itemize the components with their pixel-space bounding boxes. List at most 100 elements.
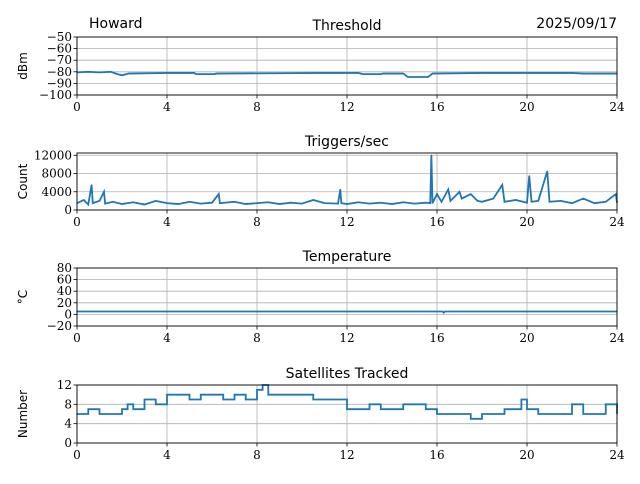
axes-frame — [76, 36, 618, 96]
data-point — [116, 73, 119, 75]
x-tick-label: 12 — [339, 331, 354, 345]
x-tick-label: 8 — [253, 331, 261, 345]
x-tick-label: 24 — [609, 448, 625, 462]
data-point — [458, 191, 461, 193]
data-point — [128, 72, 130, 75]
y-tick-label: −90 — [47, 76, 72, 90]
data-point — [481, 72, 483, 74]
y-tick-label: 60 — [57, 273, 72, 287]
data-point — [447, 188, 449, 191]
data-point — [430, 154, 432, 156]
data-point — [337, 203, 339, 205]
x-tick-label: 4 — [163, 100, 171, 114]
data-point — [132, 201, 134, 203]
data-point — [449, 200, 452, 202]
data-point — [98, 413, 101, 415]
y-tick-label: 4000 — [41, 185, 72, 199]
data-point — [323, 72, 326, 74]
data-point — [470, 418, 472, 420]
y-tick-label: 0 — [64, 436, 72, 450]
data-point — [442, 310, 444, 313]
data-point — [382, 72, 384, 75]
y-axis-label: dBm — [16, 52, 30, 80]
y-tick-label: 8 — [64, 397, 72, 411]
data-point — [582, 413, 584, 415]
data-point — [188, 398, 191, 401]
subplot-2: Triggers/sec Count 0 4 8 12 16 20 24 12000 8000 400… — [16, 134, 625, 229]
data-point — [526, 202, 528, 204]
subplot-title: Threshold — [312, 18, 382, 34]
axes-frame — [76, 384, 618, 444]
data-point — [402, 72, 404, 75]
x-tick-label: 0 — [73, 100, 81, 114]
x-tick-label: 16 — [429, 331, 444, 345]
y-tick-label: 12 — [57, 378, 72, 392]
subplot-title: Temperature — [302, 249, 392, 265]
data-point — [166, 394, 168, 396]
data-point — [278, 203, 281, 205]
data-point — [346, 408, 348, 410]
x-tick-label: 12 — [339, 100, 354, 114]
data-point — [340, 202, 342, 204]
x-tick-label: 20 — [519, 100, 534, 114]
data-point — [301, 394, 303, 396]
data-point — [290, 394, 292, 396]
data-point — [112, 201, 114, 203]
data-point — [312, 199, 314, 201]
data-point — [481, 201, 483, 203]
data-point — [215, 72, 218, 75]
data-point — [443, 312, 445, 314]
data-point — [177, 394, 179, 396]
data-point — [444, 310, 446, 313]
x-tick-label: 4 — [163, 448, 171, 462]
data-point — [436, 413, 438, 415]
x-tick-label: 12 — [339, 448, 354, 462]
data-point — [429, 202, 431, 204]
y-tick-label: 8000 — [41, 167, 72, 181]
data-point — [368, 203, 371, 205]
data-point — [188, 201, 191, 203]
x-tick-label: 8 — [253, 215, 261, 229]
data-point — [256, 202, 258, 204]
y-tick-label: 0 — [64, 203, 72, 217]
data-point — [200, 203, 202, 205]
data-point — [346, 203, 348, 205]
data-point — [368, 403, 371, 405]
data-point — [501, 184, 503, 186]
data-point — [447, 413, 449, 415]
data-point — [380, 202, 382, 204]
y-tick-label: 12000 — [34, 148, 72, 162]
x-tick-label: 20 — [519, 331, 534, 345]
data-point — [245, 398, 247, 401]
y-tick-label: 0 — [64, 307, 72, 321]
subplot-1: Threshold dBm 0 4 8 12 16 20 24 −50−60−70−80−90−1… — [16, 18, 625, 114]
data-point — [83, 199, 85, 201]
x-tick-label: 12 — [339, 215, 354, 229]
data-point — [431, 202, 434, 204]
data-point — [503, 201, 506, 203]
data-point — [440, 201, 443, 203]
data-point — [362, 73, 364, 75]
x-tick-label: 24 — [609, 215, 625, 229]
y-axis-label: °C — [16, 290, 30, 304]
data-point — [87, 408, 89, 410]
x-tick-label: 8 — [253, 100, 261, 114]
data-point — [98, 200, 101, 202]
subplot-4: Satellites Tracked Number 0 4 8 12 16 20 24 12 8 4 0 — [16, 366, 625, 462]
data-point — [127, 403, 129, 405]
y-tick-label: −80 — [47, 65, 72, 79]
data-point — [87, 203, 89, 206]
data-point — [391, 203, 393, 205]
data-point — [407, 76, 409, 78]
data-point — [166, 202, 168, 204]
data-point — [492, 198, 494, 200]
data-point — [121, 203, 123, 205]
data-point — [537, 200, 539, 202]
data-point — [413, 403, 416, 405]
data-point — [132, 408, 134, 410]
station-name: Howard — [89, 16, 143, 32]
data-point — [526, 408, 528, 410]
x-tick-label: 4 — [163, 215, 171, 229]
x-tick-label: 24 — [609, 100, 625, 114]
